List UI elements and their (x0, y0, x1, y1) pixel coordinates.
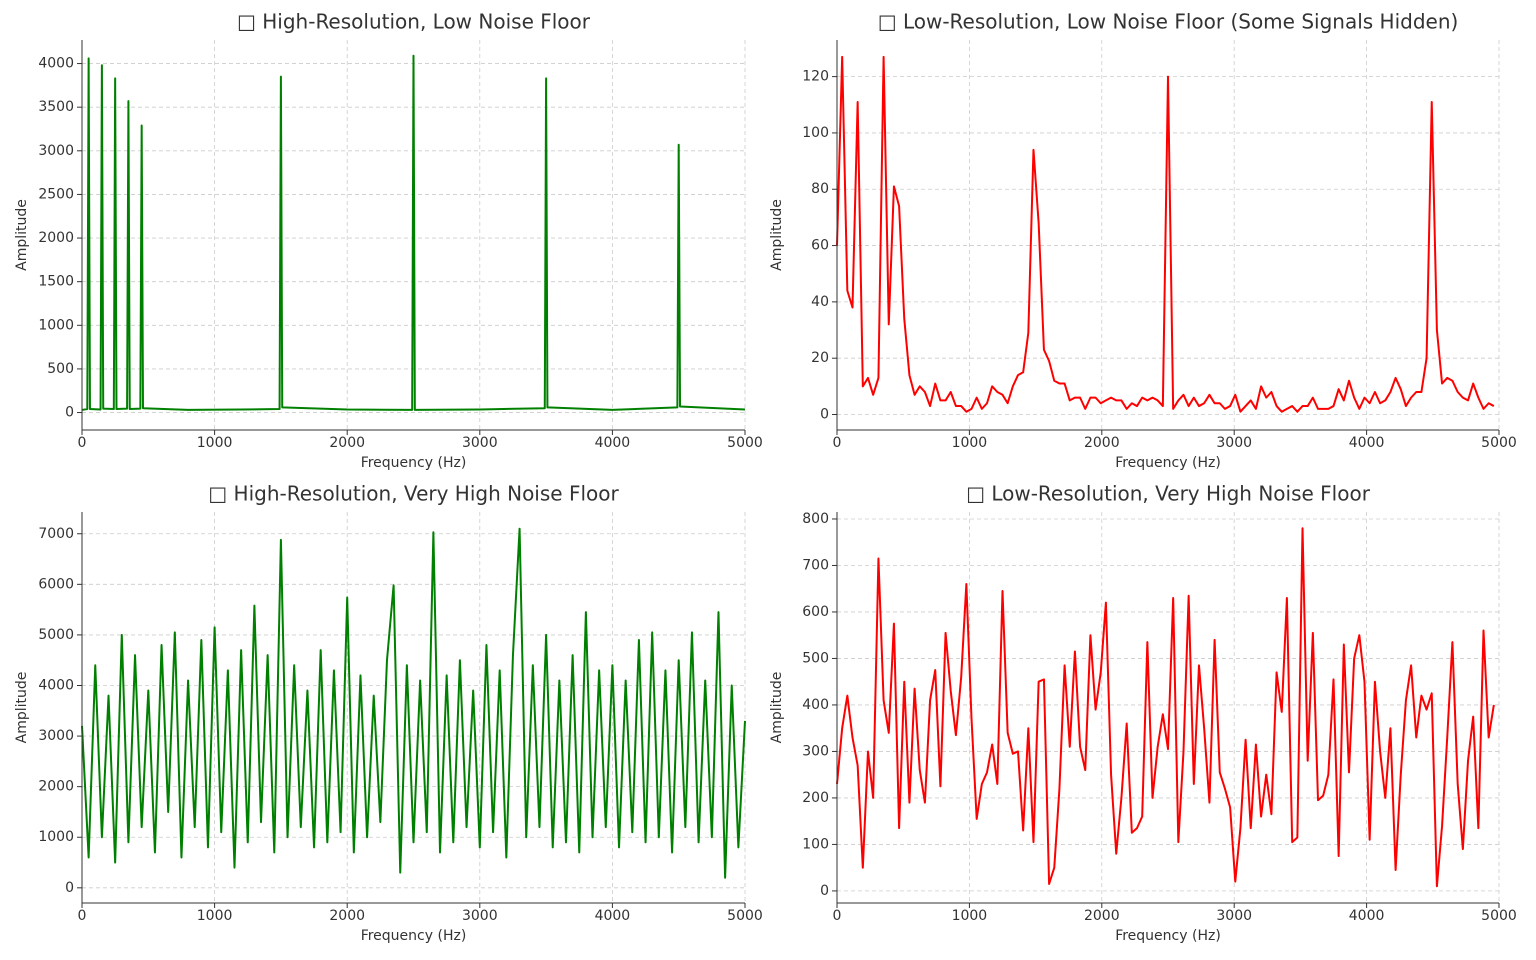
y-tick-label: 0 (65, 405, 74, 421)
x-axis-label: Frequency (Hz) (361, 928, 467, 944)
y-tick-label: 300 (802, 743, 829, 759)
y-tick-label: 60 (811, 238, 829, 254)
y-tick-label: 0 (820, 883, 829, 899)
y-tick-label: 20 (811, 350, 829, 366)
x-tick-label: 4000 (1349, 435, 1385, 451)
x-tick-label: 2000 (1084, 435, 1120, 451)
line (81, 527, 746, 879)
x-tick-label: 5000 (1481, 435, 1517, 451)
y-tick-label: 2000 (38, 779, 74, 795)
y-tick-label: 100 (802, 125, 829, 141)
y-tick-label: 1500 (38, 274, 74, 290)
x-tick-label: 4000 (1349, 908, 1385, 924)
x-tick-label: 5000 (727, 435, 763, 451)
y-tick-label: 2500 (38, 186, 74, 202)
line (836, 527, 1495, 888)
y-tick-label: 4000 (38, 56, 74, 72)
chart-title: □ High-Resolution, Low Noise Floor (237, 10, 591, 34)
chart-title: □ High-Resolution, Very High Noise Floor (208, 482, 619, 506)
y-tick-label: 100 (802, 836, 829, 852)
y-tick-label: 6000 (38, 576, 74, 592)
y-tick-label: 1000 (38, 317, 74, 333)
y-tick-label: 800 (802, 511, 829, 527)
y-tick-label: 3000 (38, 143, 74, 159)
y-tick-label: 7000 (38, 526, 74, 542)
x-tick-label: 3000 (462, 908, 498, 924)
x-tick-label: 1000 (952, 435, 988, 451)
x-tick-label: 1000 (952, 908, 988, 924)
x-tick-label: 0 (833, 435, 842, 451)
line (836, 55, 1495, 413)
y-tick-label: 3000 (38, 728, 74, 744)
x-tick-label: 2000 (1084, 908, 1120, 924)
y-tick-label: 5000 (38, 627, 74, 643)
y-tick-label: 80 (811, 181, 829, 197)
y-tick-label: 120 (802, 69, 829, 85)
x-tick-label: 0 (833, 908, 842, 924)
x-tick-label: 0 (78, 435, 87, 451)
chart-title: □ Low-Resolution, Very High Noise Floor (966, 482, 1371, 506)
x-tick-label: 5000 (1481, 908, 1517, 924)
y-tick-label: 0 (820, 407, 829, 423)
y-tick-label: 400 (802, 697, 829, 713)
y-tick-label: 0 (65, 880, 74, 896)
x-tick-label: 1000 (197, 908, 233, 924)
x-tick-label: 3000 (1216, 908, 1252, 924)
y-axis-label: Amplitude (14, 199, 30, 271)
chart-title: □ Low-Resolution, Low Noise Floor (Some … (878, 10, 1459, 34)
x-tick-label: 3000 (462, 435, 498, 451)
x-tick-label: 3000 (1216, 435, 1252, 451)
line (81, 54, 746, 411)
y-tick-label: 200 (802, 790, 829, 806)
x-tick-label: 4000 (595, 435, 631, 451)
y-axis-label: Amplitude (769, 672, 785, 744)
y-tick-label: 500 (47, 361, 74, 377)
y-tick-label: 3500 (38, 99, 74, 115)
y-tick-label: 4000 (38, 677, 74, 693)
y-axis-label: Amplitude (14, 672, 30, 744)
x-tick-label: 2000 (329, 908, 365, 924)
x-axis-label: Frequency (Hz) (1115, 928, 1221, 944)
x-tick-label: 1000 (197, 435, 233, 451)
y-tick-label: 500 (802, 650, 829, 666)
y-tick-label: 40 (811, 294, 829, 310)
y-axis-label: Amplitude (769, 199, 785, 271)
x-tick-label: 4000 (595, 908, 631, 924)
y-tick-label: 2000 (38, 230, 74, 246)
y-tick-label: 600 (802, 604, 829, 620)
x-tick-label: 2000 (329, 435, 365, 451)
y-tick-label: 1000 (38, 829, 74, 845)
x-axis-label: Frequency (Hz) (361, 455, 467, 471)
y-tick-label: 700 (802, 557, 829, 573)
x-axis-label: Frequency (Hz) (1115, 455, 1221, 471)
x-tick-label: 5000 (727, 908, 763, 924)
x-tick-label: 0 (78, 908, 87, 924)
